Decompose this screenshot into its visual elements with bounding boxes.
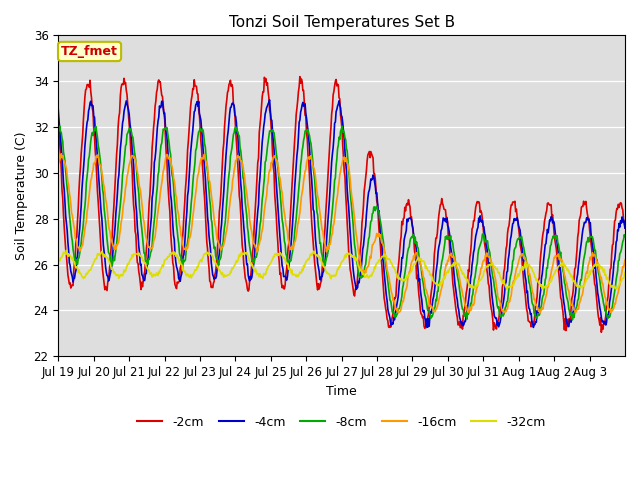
-4cm xyxy=(433,265,440,271)
-16cm xyxy=(433,306,440,312)
-32cm xyxy=(621,269,629,275)
Line: -32cm: -32cm xyxy=(58,250,625,289)
-16cm xyxy=(401,290,409,296)
-4cm xyxy=(529,324,537,330)
-2cm xyxy=(253,174,261,180)
-2cm xyxy=(121,81,129,87)
-16cm xyxy=(226,203,234,208)
-8cm xyxy=(226,166,234,172)
-2cm xyxy=(598,329,605,335)
-8cm xyxy=(621,233,629,239)
-8cm xyxy=(401,271,409,277)
-32cm xyxy=(613,286,621,292)
-8cm xyxy=(254,247,262,253)
-16cm xyxy=(621,257,629,263)
Legend: -2cm, -4cm, -8cm, -16cm, -32cm: -2cm, -4cm, -8cm, -16cm, -32cm xyxy=(132,411,551,434)
-8cm xyxy=(122,143,129,149)
-2cm xyxy=(54,116,62,122)
-2cm xyxy=(401,204,409,210)
-8cm xyxy=(54,130,62,135)
Line: -2cm: -2cm xyxy=(58,77,625,332)
Line: -16cm: -16cm xyxy=(58,154,625,313)
-8cm xyxy=(275,181,283,187)
-2cm xyxy=(275,252,282,257)
Text: TZ_fmet: TZ_fmet xyxy=(61,45,118,58)
-4cm xyxy=(54,107,62,113)
-16cm xyxy=(254,247,262,252)
-2cm xyxy=(296,74,304,80)
-32cm xyxy=(275,252,283,257)
-32cm xyxy=(226,272,234,277)
-32cm xyxy=(54,258,62,264)
-8cm xyxy=(433,298,440,303)
-4cm xyxy=(225,119,233,124)
-4cm xyxy=(253,218,261,224)
-32cm xyxy=(254,271,262,277)
-32cm xyxy=(401,277,409,283)
-4cm xyxy=(621,225,629,231)
-2cm xyxy=(433,235,440,241)
Y-axis label: Soil Temperature (C): Soil Temperature (C) xyxy=(15,132,28,260)
X-axis label: Time: Time xyxy=(326,384,357,397)
-32cm xyxy=(63,247,70,253)
Title: Tonzi Soil Temperatures Set B: Tonzi Soil Temperatures Set B xyxy=(228,15,454,30)
-16cm xyxy=(54,161,62,167)
Line: -8cm: -8cm xyxy=(58,126,625,320)
-16cm xyxy=(536,310,544,316)
-16cm xyxy=(122,185,129,191)
-4cm xyxy=(121,105,129,111)
-8cm xyxy=(569,317,577,323)
-4cm xyxy=(401,234,409,240)
-2cm xyxy=(225,82,233,87)
-4cm xyxy=(266,97,273,103)
-4cm xyxy=(275,224,283,230)
-16cm xyxy=(58,151,65,156)
-2cm xyxy=(621,225,629,231)
-8cm xyxy=(56,123,63,129)
-32cm xyxy=(122,268,129,274)
-16cm xyxy=(275,173,283,179)
Line: -4cm: -4cm xyxy=(58,100,625,327)
-32cm xyxy=(433,282,440,288)
